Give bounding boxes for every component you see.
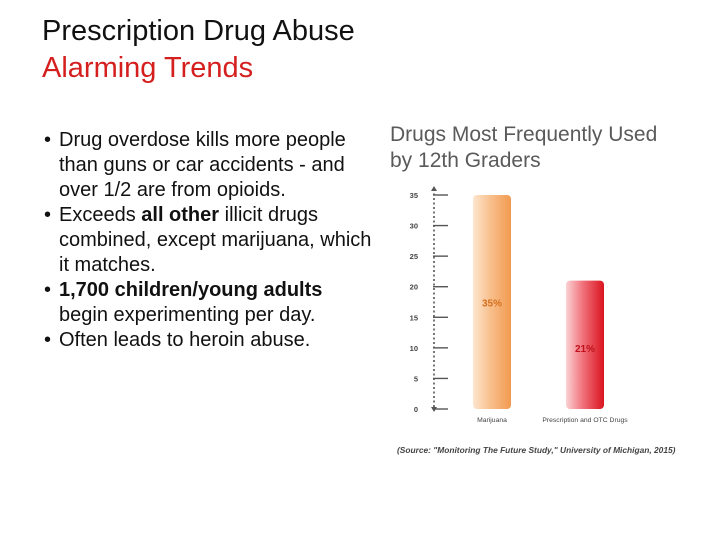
y-tick-label: 30 xyxy=(410,222,418,231)
chart-title: Drugs Most Frequently Used by 12th Grade… xyxy=(390,122,710,174)
bullet-text: begin experimenting per day. xyxy=(59,304,316,326)
bullet-text: illicit drugs combined, except marijuana… xyxy=(59,204,372,276)
y-tick-label: 10 xyxy=(410,344,418,353)
y-axis-arrow-top xyxy=(431,186,437,191)
y-tick-label: 35 xyxy=(410,191,418,200)
slide-subtitle: Alarming Trends xyxy=(42,52,254,84)
chart-title-line-2: by 12th Graders xyxy=(390,149,541,172)
y-tick-label: 15 xyxy=(410,313,418,322)
bullet-item: Drug overdose kills more people than gun… xyxy=(44,128,374,203)
slide-title: Prescription Drug Abuse xyxy=(42,15,355,47)
bullet-emphasis: all other xyxy=(141,204,220,226)
bar-value-label: 35% xyxy=(482,299,502,310)
y-tick-label: 5 xyxy=(414,374,418,383)
bullet-text: Drug overdose kills more people than gun… xyxy=(59,129,346,201)
bullet-text: Exceeds xyxy=(59,204,142,226)
chart-title-line-1: Drugs Most Frequently Used xyxy=(390,123,658,146)
bullet-emphasis: 1,700 children/young adults xyxy=(59,279,323,301)
bar-value-label: 21% xyxy=(575,344,595,355)
chart-source: (Source: "Monitoring The Future Study," … xyxy=(397,445,676,455)
bullet-item: 1,700 children/young adults begin experi… xyxy=(44,278,374,328)
y-tick-label: 20 xyxy=(410,283,418,292)
bar xyxy=(566,280,604,409)
y-tick-label: 0 xyxy=(414,405,418,414)
bullet-item: Exceeds all other illicit drugs combined… xyxy=(44,203,374,278)
category-label: Marijuana xyxy=(477,417,507,424)
category-label: Prescription and OTC Drugs xyxy=(542,417,628,424)
y-tick-label: 25 xyxy=(410,252,418,261)
bar-chart: 0 5 10 15 20 25 30 35 35% Marijuana 21% Prescripti… xyxy=(410,186,628,424)
bullet-list: Drug overdose kills more people than gun… xyxy=(44,128,374,353)
bar xyxy=(473,195,511,409)
bullet-text: Often leads to heroin abuse. xyxy=(59,329,311,351)
bullet-item: Often leads to heroin abuse. xyxy=(44,328,374,353)
